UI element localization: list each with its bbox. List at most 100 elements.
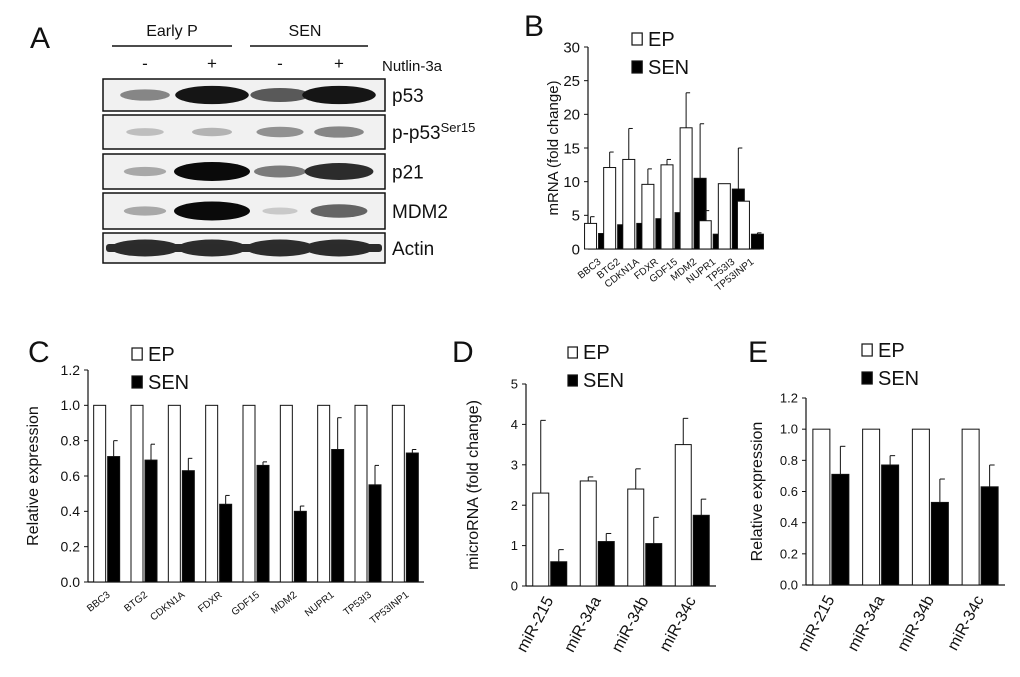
x-tick-label: miR-34b <box>895 593 938 654</box>
blot-band <box>123 166 167 177</box>
blot-treatment-label: Nutlin-3a <box>382 58 443 75</box>
bar-ep <box>391 404 405 583</box>
bar-ep <box>205 404 219 583</box>
x-tick-label: MDM2 <box>269 589 299 616</box>
y-axis-label: Relative expression <box>749 422 766 562</box>
y-tick-label: 0.4 <box>61 503 81 519</box>
y-tick-label: 0.6 <box>61 468 81 484</box>
blot-band <box>175 85 249 105</box>
legend-label-ep: EP <box>648 29 675 51</box>
bar-ep <box>627 488 645 587</box>
legend-label-sen: SEN <box>878 368 919 390</box>
panel-letter-b: B <box>524 10 544 43</box>
bar-sen <box>256 464 270 583</box>
y-tick-label: 5 <box>511 377 518 392</box>
legend-swatch-ep <box>631 32 643 46</box>
legend-label-sen: SEN <box>648 57 689 79</box>
bar-ep <box>93 404 107 583</box>
bar-ep <box>679 127 693 250</box>
bar-sen <box>107 456 121 583</box>
y-axis-label: Relative expression <box>25 406 42 546</box>
bar-ep <box>812 428 831 586</box>
x-tick-label: NUPR1 <box>303 589 337 619</box>
western-blot-panel: Early P SEN - + - + Nutlin-3a p53 p-p53Se… <box>102 23 476 264</box>
legend-swatch-sen <box>631 60 643 74</box>
y-tick-label: 0.8 <box>61 433 81 449</box>
y-axis-label: mRNA (fold change) <box>545 80 562 215</box>
bar-ep <box>622 158 636 250</box>
bar-ep <box>584 222 598 250</box>
x-tick-label: miR-34a <box>845 593 888 654</box>
bar-ep <box>641 183 655 250</box>
y-tick-label: 30 <box>563 39 580 56</box>
legend-swatch-ep <box>131 347 143 361</box>
y-tick-label: 1 <box>511 538 518 553</box>
blot-band <box>256 126 304 138</box>
legend-label-ep: EP <box>148 344 175 366</box>
bar-sen <box>293 510 307 583</box>
legend-label-sen: SEN <box>148 372 189 394</box>
blot-strip-1: p53 <box>102 78 424 112</box>
bar-ep <box>317 404 331 583</box>
bar-sen <box>550 561 568 587</box>
legend-label-ep: EP <box>583 342 610 364</box>
bar-sen <box>645 543 663 587</box>
legend-label-ep: EP <box>878 340 905 362</box>
blot-band-label: p21 <box>392 163 424 184</box>
bar-ep <box>717 183 731 250</box>
blot-band-label: Actin <box>392 239 434 260</box>
bar-sen <box>181 470 195 583</box>
blot-strip-5: Actin <box>102 232 434 264</box>
y-tick-label: 0.6 <box>780 484 798 499</box>
bar-sen <box>597 541 615 587</box>
panel-letter-a: A <box>30 22 50 55</box>
chart-panel-e: 0.0 0.2 0.4 0.6 0.8 1.0 1.2 Relative expression… <box>749 340 1005 654</box>
bar-ep <box>698 220 712 250</box>
bar-sen <box>750 233 764 250</box>
bar-sen <box>881 464 900 586</box>
y-tick-label: 0.4 <box>780 515 798 530</box>
bar-sen <box>692 514 710 587</box>
x-tick-label: TP53INP1 <box>368 589 411 626</box>
x-tick-label: miR-34a <box>561 594 604 655</box>
y-tick-label: 1.0 <box>61 397 81 413</box>
blot-band <box>302 85 376 105</box>
bar-sen <box>831 473 850 586</box>
chart-panel-c: 0.0 0.2 0.4 0.6 0.8 1.0 1.2 Relative expression… <box>25 344 424 627</box>
panel-letter-e: E <box>748 336 768 369</box>
blot-band-label: p53 <box>392 86 424 107</box>
bar-ep <box>167 404 181 583</box>
blot-band-label: MDM2 <box>392 202 448 223</box>
y-tick-label: 1.0 <box>780 422 798 437</box>
bar-sen <box>930 501 949 586</box>
legend-label-sen: SEN <box>583 370 624 392</box>
x-tick-label: CDKN1A <box>148 589 187 623</box>
blot-band-label-superscript: Ser15 <box>441 120 476 135</box>
bar-sen <box>405 452 419 583</box>
blot-band <box>310 204 368 218</box>
blot-band <box>174 201 250 221</box>
blot-strip-2: p-p53Ser15 <box>102 114 476 150</box>
y-tick-label: 5 <box>572 208 580 225</box>
y-tick-label: 2 <box>511 498 518 513</box>
y-tick-label: 0.8 <box>780 453 798 468</box>
y-axis-label: microRNA (fold change) <box>465 400 482 570</box>
bar-sen <box>331 449 345 583</box>
blot-group-label-sen: SEN <box>289 23 322 40</box>
x-tick-label: FDXR <box>196 590 224 615</box>
blot-strip-3: p21 <box>102 153 424 190</box>
bar-sen <box>368 484 382 583</box>
y-tick-label: 0.0 <box>780 578 798 593</box>
blot-band <box>126 128 164 136</box>
bar-ep <box>961 428 980 586</box>
blot-band <box>174 162 250 181</box>
bar-ep <box>603 167 617 250</box>
x-tick-label: GDF15 <box>230 589 263 618</box>
y-tick-label: 0.0 <box>61 574 81 590</box>
bar-ep <box>532 492 550 587</box>
blot-band <box>254 165 306 178</box>
y-tick-label: 0 <box>511 579 518 594</box>
blot-lane-sign-1: - <box>142 54 148 73</box>
bar-ep <box>130 404 144 583</box>
